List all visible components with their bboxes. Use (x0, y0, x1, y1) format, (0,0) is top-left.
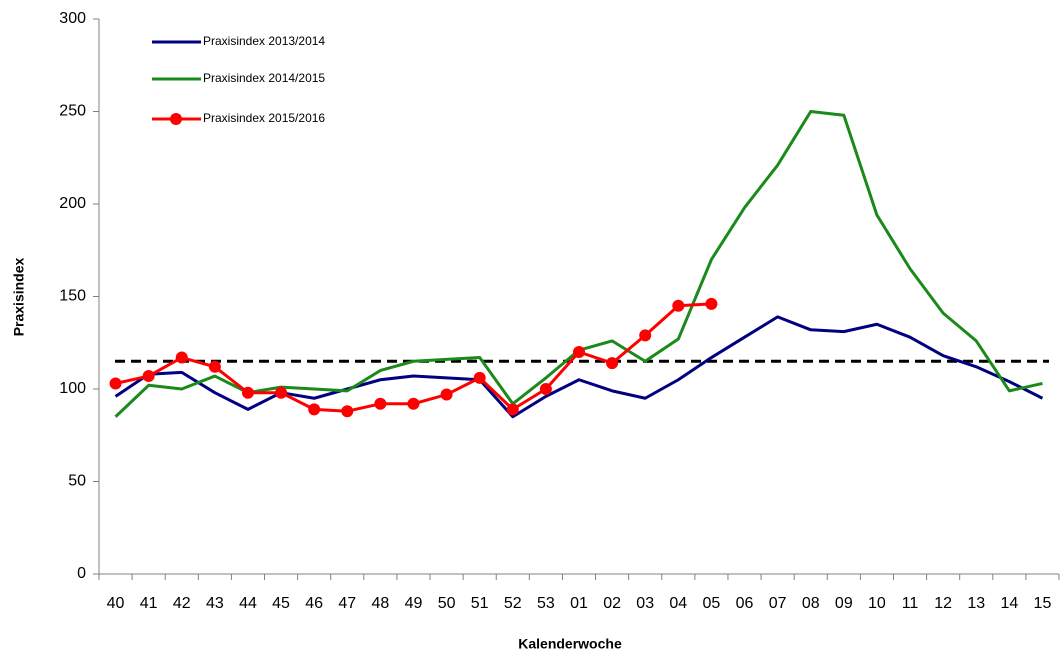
x-tick-label: 45 (272, 595, 290, 612)
legend-label: Praxisindex 2015/2016 (203, 111, 325, 125)
data-point (241, 386, 254, 399)
data-point (705, 297, 718, 310)
x-tick-label: 11 (902, 595, 919, 612)
x-tick-label: 08 (802, 595, 820, 612)
y-tick-label: 150 (59, 288, 86, 305)
x-tick-label: 52 (504, 595, 522, 612)
y-tick-label: 0 (77, 565, 86, 582)
x-tick-label: 42 (173, 595, 191, 612)
x-tick-label: 01 (570, 595, 588, 612)
x-tick-label: 13 (967, 595, 985, 612)
data-point (175, 351, 188, 364)
x-tick-label: 12 (934, 595, 952, 612)
series-line (114, 315, 1044, 419)
data-point (606, 357, 619, 370)
y-tick-label: 250 (59, 103, 86, 120)
data-point (539, 383, 552, 395)
x-tick-label: 44 (239, 595, 257, 612)
data-point (573, 346, 585, 358)
data-point (142, 370, 155, 383)
legend-label: Praxisindex 2014/2015 (203, 71, 325, 85)
data-point (506, 403, 519, 416)
series-line (115, 302, 712, 413)
x-axis-title: Kalenderwoche (518, 636, 622, 652)
x-tick-label: 15 (1034, 595, 1052, 612)
series-line (114, 110, 1043, 418)
x-tick-label: 02 (603, 595, 621, 612)
y-tick-label: 200 (59, 195, 86, 212)
data-point (374, 397, 387, 410)
legend-label: Praxisindex 2013/2014 (203, 34, 325, 48)
data-point (341, 405, 354, 418)
x-tick-label: 46 (305, 595, 323, 612)
x-tick-label: 05 (703, 595, 721, 612)
x-tick-label: 50 (438, 595, 456, 612)
x-tick-label: 06 (736, 595, 754, 612)
data-point (407, 397, 420, 410)
x-tick-label: 48 (371, 595, 389, 612)
x-tick-label: 49 (405, 595, 423, 612)
x-tick-label: 10 (868, 595, 886, 612)
x-tick-label: 09 (835, 595, 853, 612)
data-point (308, 403, 321, 416)
legend-marker (170, 113, 182, 125)
y-tick-label: 50 (68, 473, 86, 490)
y-tick-label: 100 (59, 380, 86, 397)
x-tick-label: 07 (769, 595, 787, 612)
x-tick-label: 53 (537, 595, 555, 612)
x-tick-label: 03 (636, 595, 654, 612)
x-tick-label: 41 (140, 595, 158, 612)
data-point (473, 371, 486, 384)
x-tick-label: 51 (471, 595, 489, 612)
data-point (440, 388, 453, 401)
x-tick-label: 47 (338, 595, 356, 612)
data-point (639, 329, 652, 342)
data-point (275, 386, 288, 399)
y-axis-title: Praxisindex (11, 257, 27, 336)
x-tick-label: 14 (1000, 595, 1018, 612)
y-tick-label: 300 (59, 10, 86, 27)
x-tick-label: 40 (107, 595, 125, 612)
x-tick-label: 43 (206, 595, 224, 612)
x-tick-label: 04 (669, 595, 687, 612)
data-point (208, 360, 221, 373)
data-point (672, 299, 685, 312)
data-point (109, 377, 122, 390)
